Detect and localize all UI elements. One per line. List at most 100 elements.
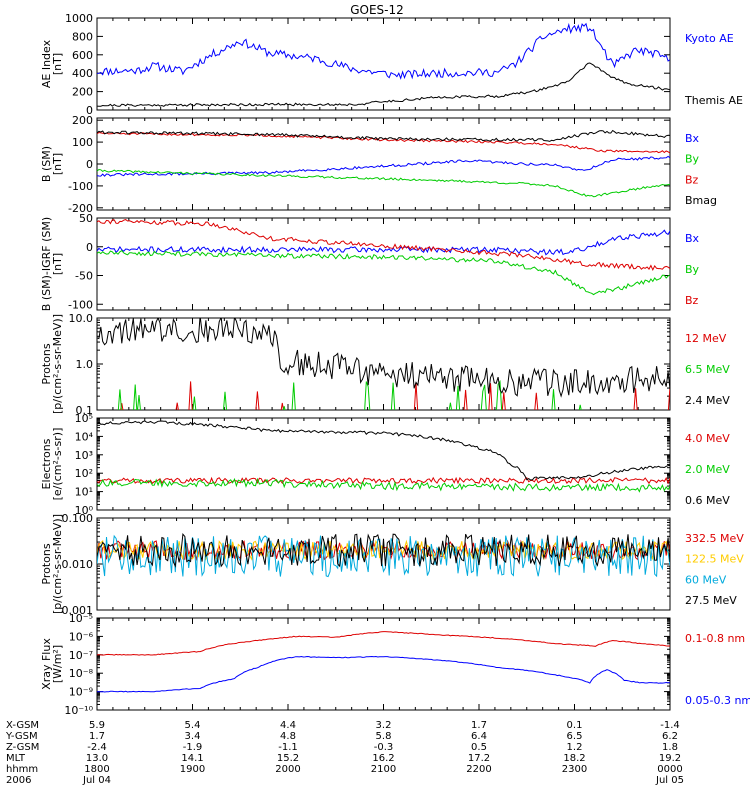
time-axis-value: 6.5 bbox=[567, 731, 583, 742]
time-axis-value: 0.5 bbox=[471, 742, 487, 753]
y-tick-label: 400 bbox=[72, 67, 93, 80]
y-tick-label: 10⁻⁸ bbox=[69, 667, 94, 680]
y-tick-label: -200 bbox=[68, 202, 93, 215]
y-tick-label: 10⁻¹⁰ bbox=[64, 704, 93, 717]
time-axis-value: 1800 bbox=[84, 764, 109, 775]
y-axis-label: [p/(cm²-s-sr-MeV)] bbox=[51, 314, 64, 414]
time-axis-value: 0000 bbox=[657, 764, 682, 775]
time-axis-value: 2100 bbox=[371, 764, 396, 775]
y-tick-label: 10⁴ bbox=[75, 430, 94, 443]
series-line-by bbox=[97, 250, 670, 296]
y-axis-label: [p/(cm²-s-sr-MeV)] bbox=[51, 514, 64, 614]
y-axis-label: Xray Flux bbox=[40, 638, 53, 690]
panel-frame bbox=[96, 317, 671, 411]
y-tick-label: -50 bbox=[75, 270, 93, 283]
y-tick-label: 10.0 bbox=[69, 312, 94, 325]
legend-label: Bz bbox=[685, 294, 699, 307]
time-axis-value: 13.0 bbox=[86, 753, 108, 764]
legend-label: 332.5 MeV bbox=[685, 532, 744, 545]
y-axis-label: Electrons bbox=[40, 438, 53, 489]
time-axis-value: 1.8 bbox=[662, 742, 678, 753]
legend-label: Kyoto AE bbox=[685, 32, 734, 45]
time-axis-value: 1.2 bbox=[567, 742, 583, 753]
series-line-332-5-mev bbox=[97, 539, 670, 561]
legend-label: By bbox=[685, 153, 700, 166]
panel-xray: 10⁻¹⁰ 10⁻⁹ 10⁻⁸ 10⁻⁷ 10⁻⁶ 10⁻⁵ Xray Flux[W/m²]… bbox=[40, 612, 750, 717]
y-tick-label: -100 bbox=[68, 180, 93, 193]
time-axis-value: 17.2 bbox=[468, 753, 490, 764]
y-tick-label: 100 bbox=[72, 136, 93, 149]
y-tick-label: 1000 bbox=[65, 12, 93, 25]
y-tick-label: 0.100 bbox=[62, 512, 94, 525]
series-line-themis-ae bbox=[97, 62, 670, 107]
legend-label: 2.4 MeV bbox=[685, 394, 730, 407]
series-line-2-4-mev bbox=[97, 318, 670, 398]
y-tick-label: 0 bbox=[86, 104, 93, 117]
legend-label: Bx bbox=[685, 232, 700, 245]
time-axis-value: 19.2 bbox=[659, 753, 681, 764]
time-axis-value: 3.2 bbox=[376, 720, 392, 731]
time-axis-value: 16.2 bbox=[372, 753, 394, 764]
series-line-60-mev bbox=[97, 534, 670, 578]
time-axis-value: Jul 04 bbox=[82, 775, 111, 786]
time-axis-value: 14.1 bbox=[181, 753, 203, 764]
series-line-4-0-mev bbox=[97, 476, 670, 485]
legend-label: 0.6 MeV bbox=[685, 494, 730, 507]
panel-bgsm: 200 100 0 -100 -200 B (SM)[nT] Bx By Bz Bmag bbox=[40, 114, 717, 215]
time-axis-value: 2300 bbox=[562, 764, 587, 775]
time-axis-row-label: 2006 bbox=[6, 775, 31, 786]
y-tick-label: 10⁻⁶ bbox=[69, 630, 94, 643]
time-axis-value: 2200 bbox=[466, 764, 491, 775]
y-axis-label: [e/(cm²-s-sr)] bbox=[51, 428, 64, 501]
y-tick-label: 10⁻⁹ bbox=[69, 686, 93, 699]
y-tick-label: 50 bbox=[79, 212, 93, 225]
time-axis-value: -1.4 bbox=[660, 720, 680, 731]
y-tick-label: -100 bbox=[68, 298, 93, 311]
y-tick-label: 10⁻⁷ bbox=[69, 649, 93, 662]
legend-label: Themis AE bbox=[684, 94, 743, 107]
panel-frame bbox=[96, 117, 671, 211]
y-axis-label: Protons bbox=[40, 543, 53, 584]
series-line-bx bbox=[97, 229, 670, 256]
legend-label: 122.5 MeV bbox=[685, 553, 744, 566]
time-axis-value: Jul 05 bbox=[655, 775, 684, 786]
time-axis-row-label: X-GSM bbox=[6, 720, 39, 731]
panel-frame bbox=[96, 17, 671, 111]
series-line-2-0-mev bbox=[97, 477, 670, 493]
y-axis-label: B (SM)-IGRF (SM) bbox=[40, 217, 53, 311]
time-axis-row-label: Z-GSM bbox=[6, 742, 39, 753]
legend-label: Bmag bbox=[685, 194, 717, 207]
series-line-bmag bbox=[97, 129, 670, 142]
legend-label: 6.5 MeV bbox=[685, 363, 730, 376]
y-tick-label: 10⁻⁵ bbox=[69, 612, 93, 625]
panel-frame bbox=[96, 217, 671, 311]
time-axis-value: 1.7 bbox=[471, 720, 487, 731]
y-tick-label: 800 bbox=[72, 30, 93, 43]
y-tick-label: 200 bbox=[72, 114, 93, 127]
time-axis-value: 18.2 bbox=[563, 753, 585, 764]
y-axis-label: B (SM) bbox=[40, 146, 53, 182]
time-axis-row-label: hhmm bbox=[6, 764, 38, 775]
legend-label: 4.0 MeV bbox=[685, 432, 730, 445]
panel-ae: 0 200 400 600 800 1000 AE Index[nT] Kyoto AE The… bbox=[40, 12, 743, 117]
legend-label: Bz bbox=[685, 173, 699, 186]
panel-electrons: 10⁰ 10¹ 10² 10³ 10⁴ 10⁵ Electrons[e/(cm²-s-sr)… bbox=[40, 412, 730, 517]
time-axis-value: 1900 bbox=[180, 764, 205, 775]
time-axis-value: 4.8 bbox=[280, 731, 296, 742]
time-axis-value: -1.1 bbox=[278, 742, 298, 753]
series-line-0-1-0-8-nm bbox=[97, 631, 670, 656]
legend-label: 27.5 MeV bbox=[685, 594, 737, 607]
time-axis-value: 15.2 bbox=[277, 753, 299, 764]
y-tick-label: 0 bbox=[86, 241, 93, 254]
series-line-27-5-mev bbox=[97, 532, 670, 568]
series-line-kyoto-ae bbox=[97, 22, 670, 80]
y-tick-label: 0.010 bbox=[62, 558, 94, 571]
y-axis-label: [nT] bbox=[51, 153, 64, 175]
time-axis-value: 2000 bbox=[275, 764, 300, 775]
series-line-bx bbox=[97, 155, 670, 177]
series-line-by bbox=[97, 168, 670, 198]
time-axis-value: -0.3 bbox=[374, 742, 394, 753]
panel-protons_le: 0.1 1.0 10.0 Protons[p/(cm²-s-sr-MeV)] 12 Me… bbox=[40, 312, 730, 417]
y-tick-label: 0.001 bbox=[62, 604, 94, 617]
